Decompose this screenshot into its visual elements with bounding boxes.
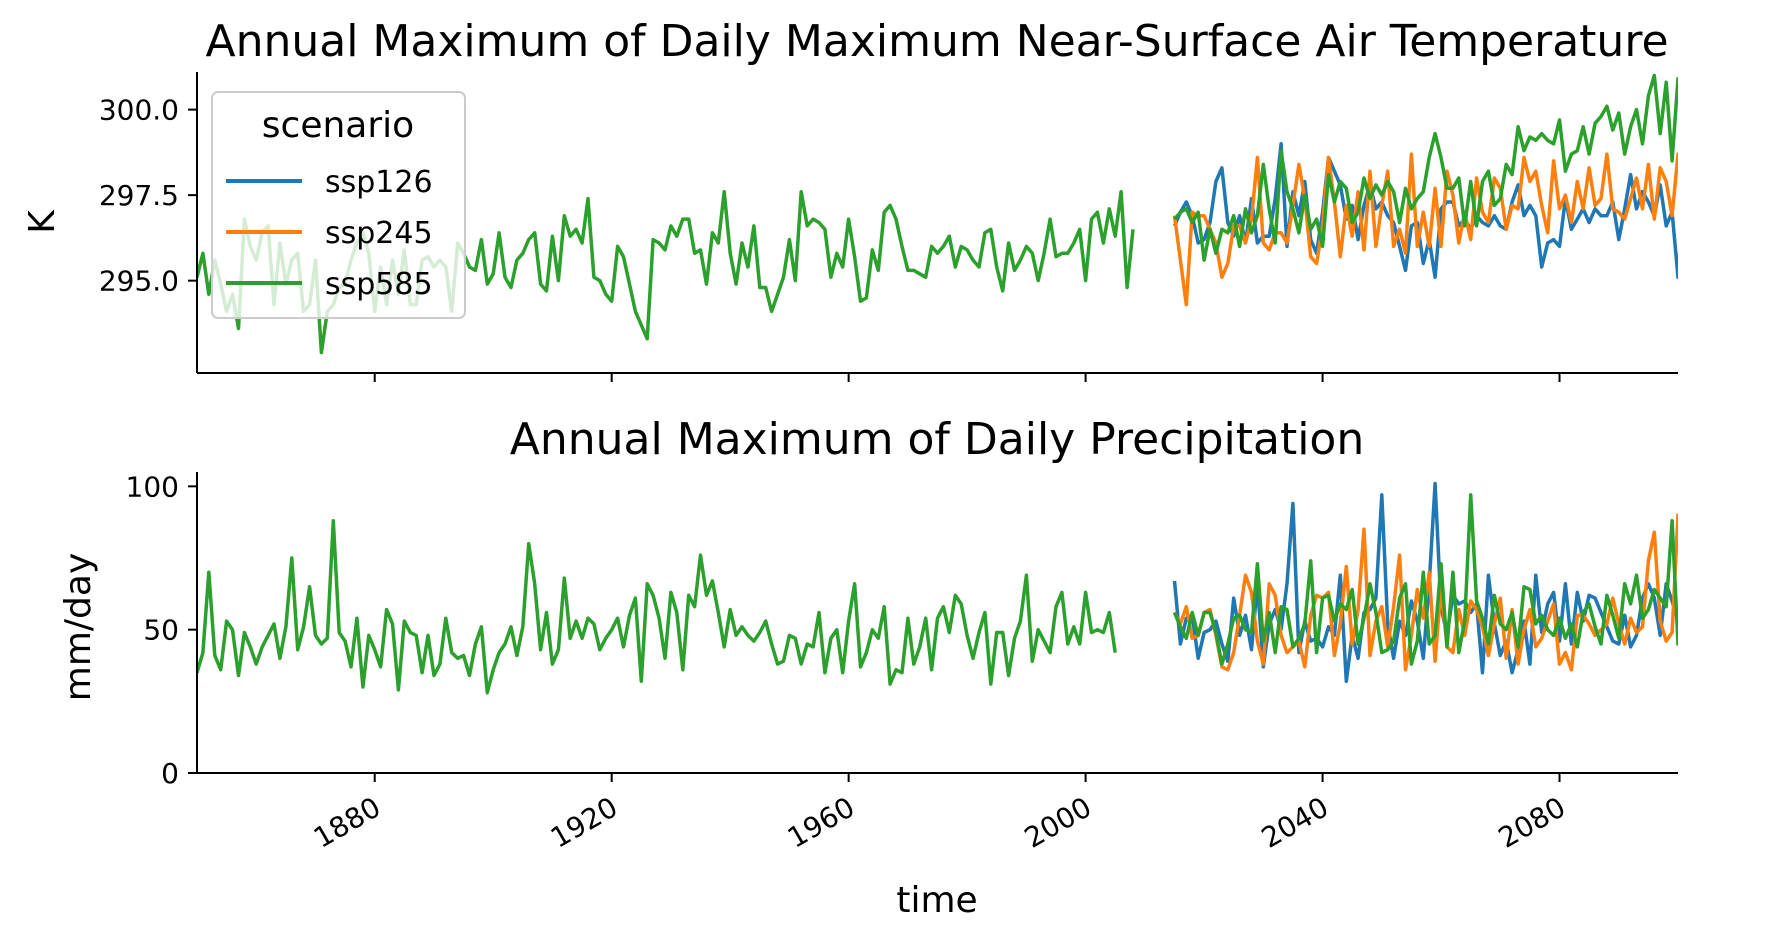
temperature-x-ticks — [373, 373, 1561, 382]
precipitation-series-historical — [197, 518, 1117, 695]
legend-frame — [211, 91, 466, 319]
temperature-y-ticks: 295.0 297.5 300.0 — [99, 94, 197, 298]
precipitation-y-axis-label: mm/day — [58, 553, 99, 701]
legend-title: scenario — [262, 105, 414, 146]
temperature-title: Annual Maximum of Daily Maximum Near-Sur… — [205, 16, 1668, 67]
legend-label-ssp126: ssp126 — [325, 165, 433, 200]
precipitation-y-tick-label: 50 — [143, 614, 179, 647]
temperature-y-tick-label: 300.0 — [99, 94, 179, 127]
precipitation-x-ticks: 1880 1920 1960 2000 2040 2080 — [308, 773, 1571, 855]
temperature-y-tick-label: 295.0 — [99, 265, 179, 298]
precipitation-x-tick-label: 2080 — [1493, 790, 1571, 854]
temperature-y-axis-label: K — [22, 209, 63, 234]
x-axis-label: time — [896, 880, 977, 921]
precipitation-y-ticks: 0 50 100 — [126, 470, 197, 790]
temperature-series-ssp585 — [1173, 73, 1678, 262]
precipitation-x-tick-label: 2040 — [1256, 790, 1334, 854]
precipitation-x-tick-label: 2000 — [1019, 790, 1097, 854]
precipitation-x-tick-label: 1880 — [308, 790, 386, 854]
precipitation-y-tick-label: 0 — [161, 757, 179, 790]
precipitation-series — [197, 481, 1678, 695]
legend-label-ssp585: ssp585 — [325, 267, 433, 302]
precipitation-subplot: Annual Maximum of Daily Precipitation 0 5… — [58, 414, 1678, 921]
temperature-y-tick-label: 297.5 — [99, 179, 179, 212]
precipitation-series-ssp245 — [1172, 513, 1678, 672]
precipitation-title: Annual Maximum of Daily Precipitation — [510, 414, 1364, 465]
temperature-subplot: Annual Maximum of Daily Maximum Near-Sur… — [22, 16, 1678, 382]
precipitation-series-ssp585 — [1172, 493, 1678, 666]
precipitation-y-tick-label: 100 — [126, 470, 179, 503]
precipitation-x-tick-label: 1920 — [545, 790, 623, 854]
precipitation-x-tick-label: 1960 — [782, 790, 860, 854]
legend-label-ssp245: ssp245 — [325, 216, 433, 251]
legend: scenario ssp126 ssp245 ssp585 — [211, 91, 466, 319]
